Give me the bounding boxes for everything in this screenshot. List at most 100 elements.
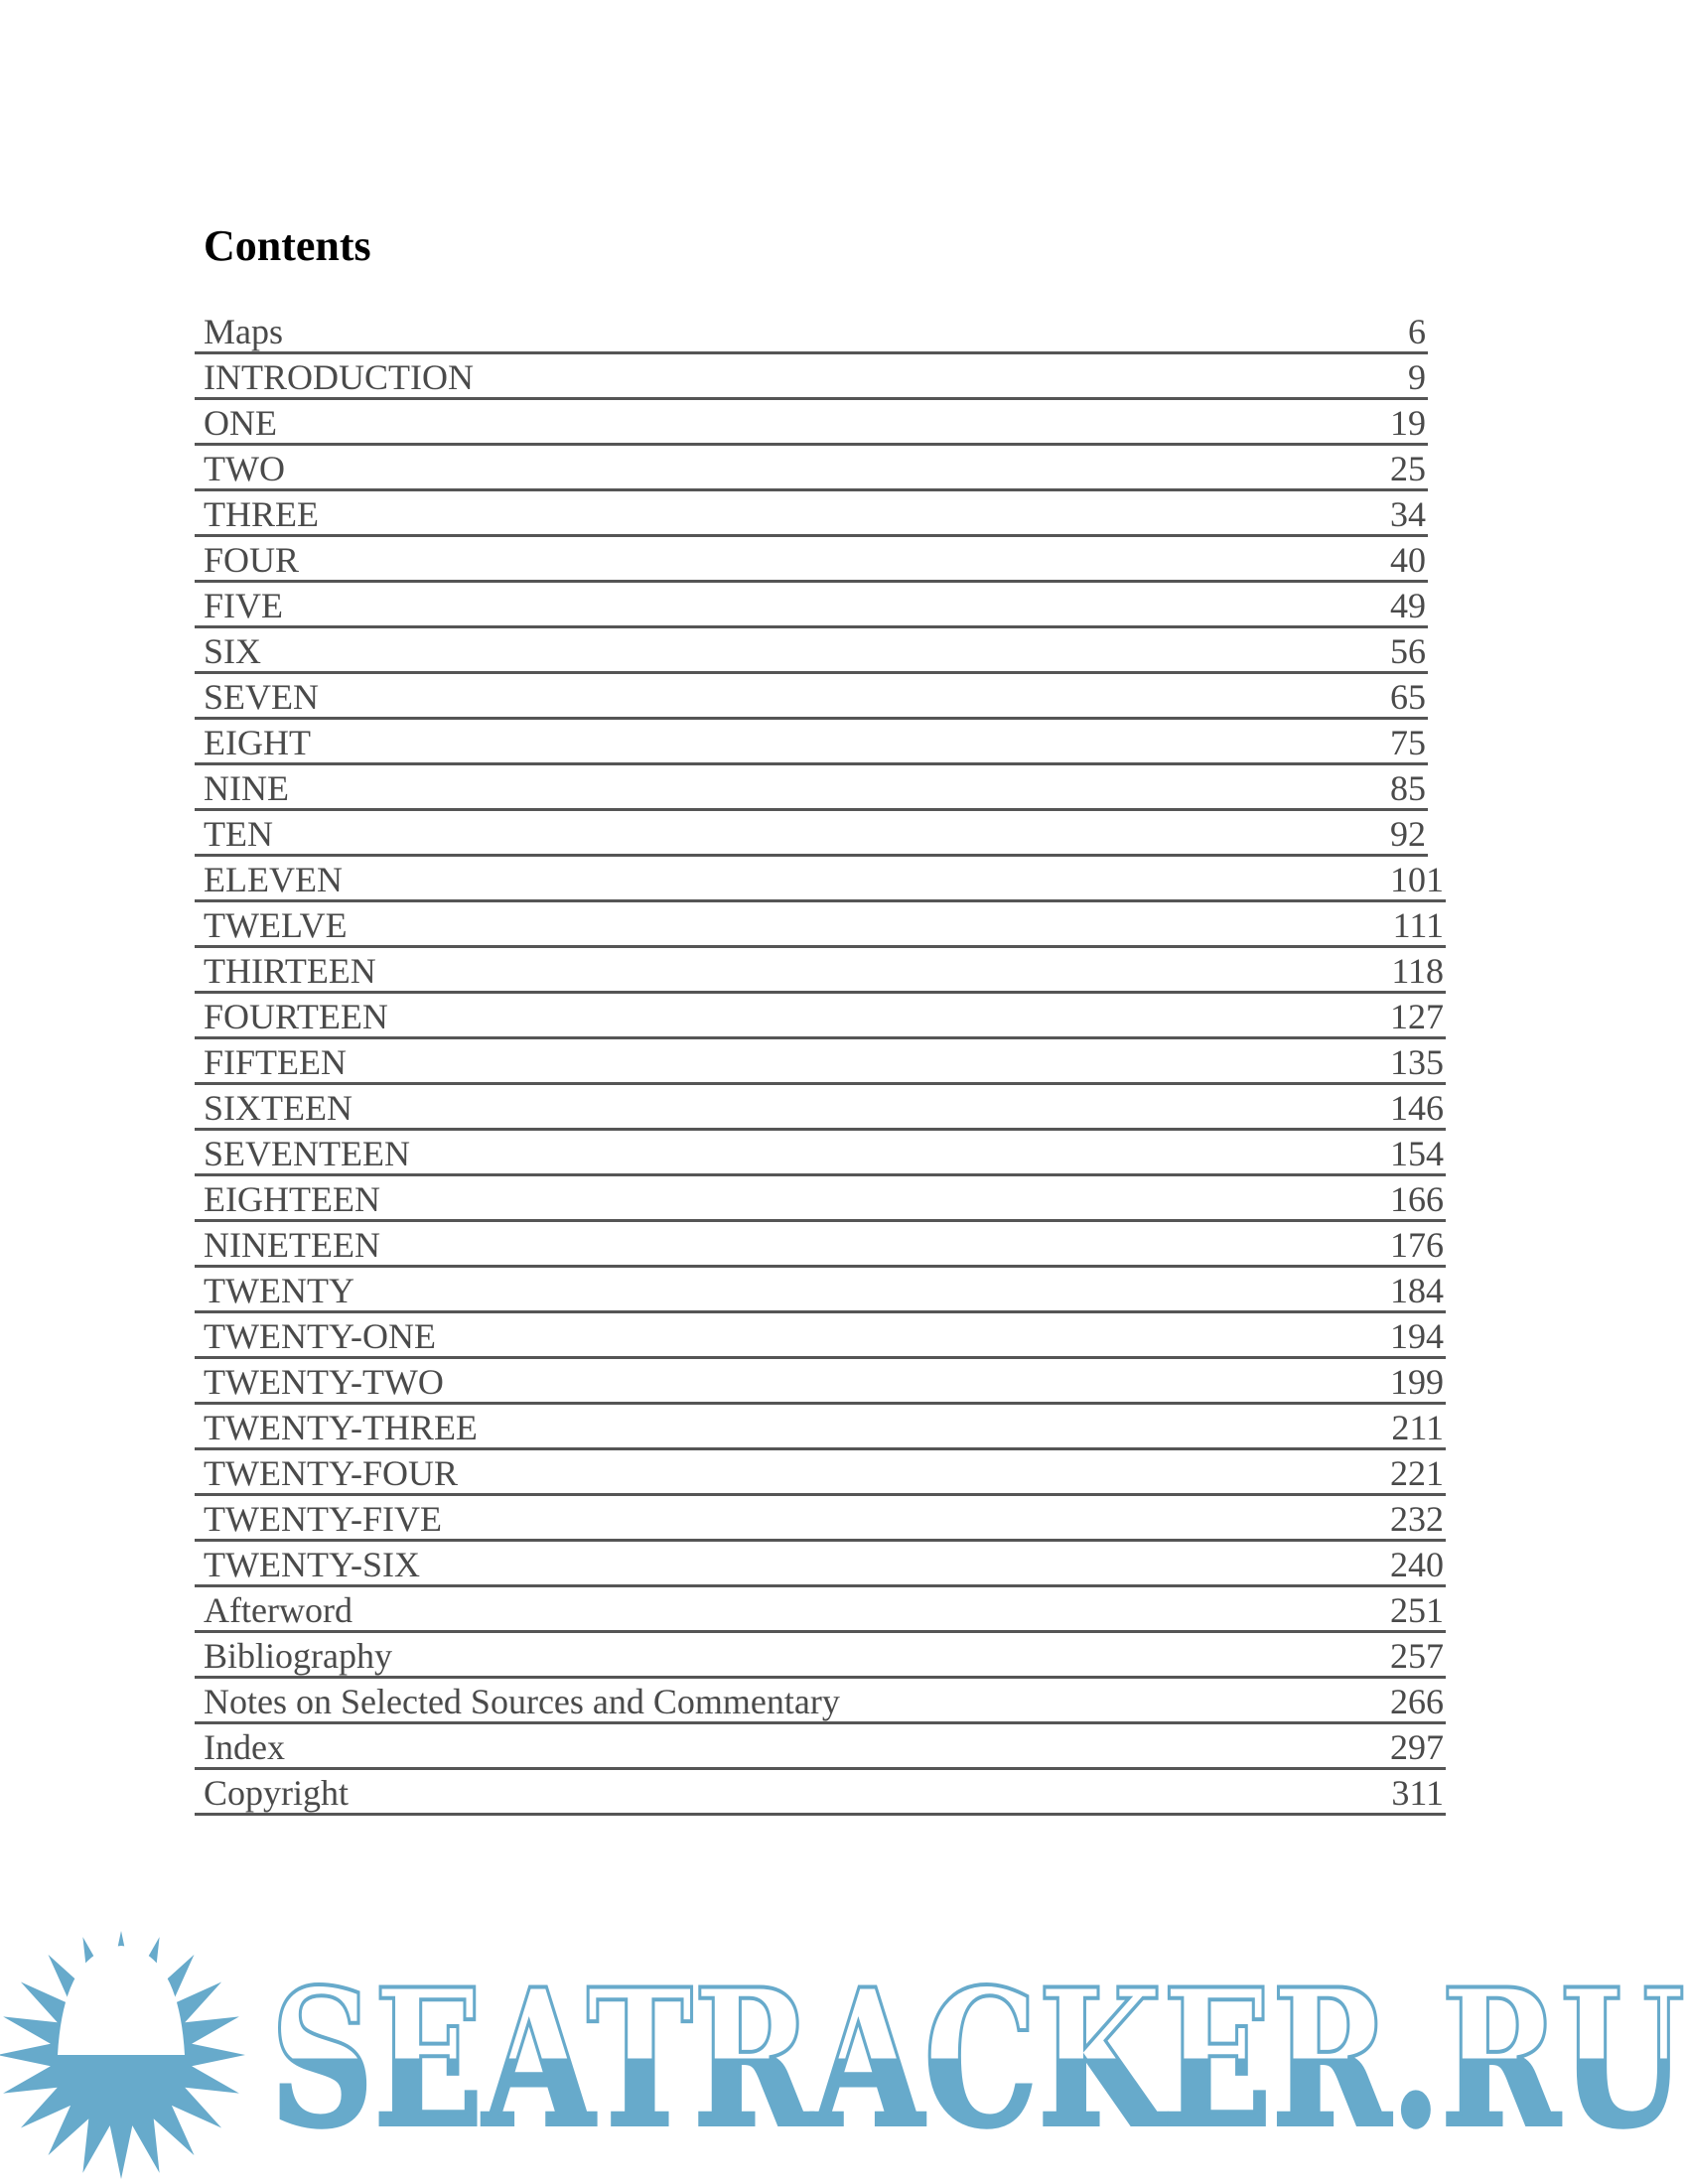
toc-entry[interactable]: TWENTY-ONE 194	[195, 1313, 1446, 1359]
toc-entry[interactable]: TEN 92	[195, 811, 1428, 857]
toc-entry-label: TWENTY	[204, 1271, 354, 1310]
sun-icon	[0, 1931, 245, 2179]
toc-entry-label: THIRTEEN	[204, 951, 376, 991]
toc-entry[interactable]: SEVENTEEN 154	[195, 1131, 1446, 1176]
toc-entry-page: 25	[1390, 449, 1426, 488]
toc-entry-page: 154	[1390, 1134, 1444, 1173]
toc-entry[interactable]: TWENTY-FOUR 221	[195, 1450, 1446, 1496]
toc-entry-label: TWENTY-FIVE	[204, 1499, 442, 1539]
toc-entry-label: TWELVE	[204, 905, 348, 945]
toc-entry-page: 266	[1390, 1682, 1444, 1721]
toc-entry[interactable]: INTRODUCTION 9	[195, 354, 1428, 400]
toc-entry[interactable]: FIVE 49	[195, 583, 1428, 628]
toc-entry[interactable]: Maps 6	[195, 309, 1428, 354]
toc-entry[interactable]: TWENTY-THREE 211	[195, 1405, 1446, 1450]
toc-entry-label: NINE	[204, 768, 289, 808]
toc-entry-page: 111	[1392, 905, 1444, 945]
toc-entry[interactable]: TWENTY-SIX 240	[195, 1542, 1446, 1587]
toc-entry-page: 176	[1390, 1225, 1444, 1265]
toc-entry-label: Maps	[204, 312, 283, 351]
toc-entry-label: SIXTEEN	[204, 1088, 352, 1128]
toc-entry-label: TWENTY-FOUR	[204, 1453, 458, 1493]
toc-entry[interactable]: FOURTEEN 127	[195, 994, 1446, 1039]
toc-entry-page: 101	[1390, 860, 1444, 899]
toc-entry[interactable]: THREE 34	[195, 491, 1428, 537]
toc-entry-page: 211	[1391, 1408, 1444, 1447]
toc-entry-label: INTRODUCTION	[204, 357, 474, 397]
toc-entry-label: SEVENTEEN	[204, 1134, 410, 1173]
toc-entry-page: 6	[1408, 312, 1426, 351]
toc-entry[interactable]: SEVEN 65	[195, 674, 1428, 720]
toc-entry[interactable]: Notes on Selected Sources and Commentary…	[195, 1679, 1446, 1724]
toc-entry-label: Bibliography	[204, 1636, 392, 1676]
toc-entry[interactable]: ELEVEN 101	[195, 857, 1446, 902]
toc-entry-page: 135	[1390, 1042, 1444, 1082]
toc-entry-label: TWENTY-ONE	[204, 1316, 436, 1356]
toc-entry-page: 199	[1390, 1362, 1444, 1402]
toc-entry-label: TWENTY-THREE	[204, 1408, 478, 1447]
toc-entry-page: 56	[1390, 631, 1426, 671]
toc-entry-page: 118	[1391, 951, 1444, 991]
toc-entry[interactable]: FIFTEEN 135	[195, 1039, 1446, 1085]
toc-entry-label: TEN	[204, 814, 273, 854]
toc-entry-page: 194	[1390, 1316, 1444, 1356]
toc-entry[interactable]: NINE 85	[195, 765, 1428, 811]
toc-entry[interactable]: SIX 56	[195, 628, 1428, 674]
toc-entry[interactable]: EIGHTEEN 166	[195, 1176, 1446, 1222]
toc-entry-label: TWO	[204, 449, 285, 488]
toc-entry-page: 75	[1390, 723, 1426, 762]
toc-entry-page: 85	[1390, 768, 1426, 808]
toc-entry-label: Afterword	[204, 1590, 352, 1630]
toc-entry-label: EIGHTEEN	[204, 1179, 380, 1219]
watermark-logo: SEATRACKER.RU	[0, 1931, 1687, 2179]
toc-entry[interactable]: EIGHT 75	[195, 720, 1428, 765]
toc-entry-label: ELEVEN	[204, 860, 343, 899]
toc-entry-label: FIVE	[204, 586, 283, 625]
toc-entry-label: TWENTY-SIX	[204, 1545, 420, 1584]
toc-entry-label: FOURTEEN	[204, 997, 388, 1036]
toc-entry[interactable]: SIXTEEN 146	[195, 1085, 1446, 1131]
toc-entry[interactable]: TWENTY-FIVE 232	[195, 1496, 1446, 1542]
toc-entry-label: FIFTEEN	[204, 1042, 347, 1082]
toc-entry[interactable]: Afterword 251	[195, 1587, 1446, 1633]
toc-entry-page: 65	[1390, 677, 1426, 717]
toc-entry-page: 9	[1408, 357, 1426, 397]
toc-entry[interactable]: THIRTEEN 118	[195, 948, 1446, 994]
toc-entry[interactable]: ONE 19	[195, 400, 1428, 446]
page-title: Contents	[204, 221, 371, 270]
table-of-contents: Maps 6 INTRODUCTION 9 ONE 19 TWO 25 THREE 34 FOUR 4…	[195, 309, 1446, 1816]
toc-entry[interactable]: NINETEEN 176	[195, 1222, 1446, 1268]
toc-entry-page: 40	[1390, 540, 1426, 580]
toc-entry[interactable]: Index 297	[195, 1724, 1446, 1770]
toc-entry-label: SIX	[204, 631, 262, 671]
toc-entry-page: 297	[1390, 1727, 1444, 1767]
toc-entry-page: 19	[1390, 403, 1426, 443]
toc-entry-label: Notes on Selected Sources and Commentary	[204, 1682, 840, 1721]
toc-entry-page: 166	[1390, 1179, 1444, 1219]
toc-entry-label: SEVEN	[204, 677, 319, 717]
toc-entry-label: Copyright	[204, 1773, 350, 1813]
toc-entry[interactable]: TWENTY-TWO 199	[195, 1359, 1446, 1405]
toc-entry[interactable]: TWELVE 111	[195, 902, 1446, 948]
toc-entry-page: 251	[1390, 1590, 1444, 1630]
toc-entry-page: 146	[1390, 1088, 1444, 1128]
toc-entry-page: 184	[1390, 1271, 1444, 1310]
toc-entry-label: Index	[204, 1727, 285, 1767]
toc-entry-page: 92	[1390, 814, 1426, 854]
toc-entry[interactable]: TWENTY 184	[195, 1268, 1446, 1313]
toc-entry-page: 232	[1390, 1499, 1444, 1539]
toc-entry[interactable]: Copyright 311	[195, 1770, 1446, 1816]
toc-entry-label: THREE	[204, 494, 319, 534]
toc-entry[interactable]: FOUR 40	[195, 537, 1428, 583]
toc-entry[interactable]: TWO 25	[195, 446, 1428, 491]
toc-entry-page: 221	[1390, 1453, 1444, 1493]
toc-entry-page: 34	[1390, 494, 1426, 534]
toc-entry[interactable]: Bibliography 257	[195, 1633, 1446, 1679]
toc-entry-page: 257	[1390, 1636, 1444, 1676]
watermark-text: SEATRACKER.RU	[270, 1948, 1685, 2169]
toc-entry-label: ONE	[204, 403, 277, 443]
toc-entry-page: 240	[1390, 1545, 1444, 1584]
toc-entry-page: 127	[1390, 997, 1444, 1036]
toc-entry-page: 49	[1390, 586, 1426, 625]
toc-entry-label: NINETEEN	[204, 1225, 380, 1265]
